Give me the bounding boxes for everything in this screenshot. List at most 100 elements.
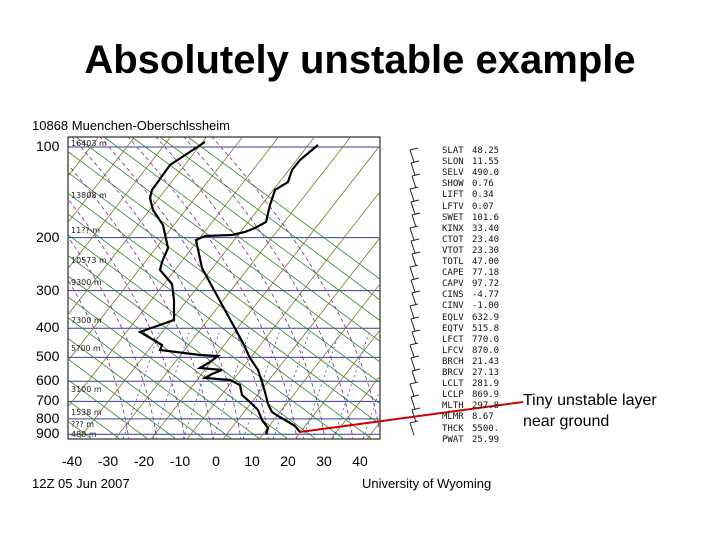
index-row: CINS -4.77 bbox=[442, 290, 499, 300]
index-key: LFTV bbox=[442, 201, 464, 212]
index-key: CTOT bbox=[442, 234, 464, 245]
annotation-line-2: near ground bbox=[523, 413, 610, 430]
wind-barb bbox=[411, 175, 417, 189]
moist-adiabat bbox=[211, 137, 380, 437]
pressure-label: 100 bbox=[36, 138, 60, 154]
temperature-profile bbox=[194, 144, 319, 433]
index-value: 297.8 bbox=[472, 401, 500, 412]
wind-barb bbox=[411, 329, 421, 333]
index-value: 33.40 bbox=[472, 223, 500, 234]
isotherm bbox=[68, 137, 135, 224]
wind-barb bbox=[409, 305, 415, 319]
index-row: VTOT 23.30 bbox=[442, 246, 499, 256]
dry-adiabat bbox=[68, 151, 380, 384]
index-row: BRCH 21.43 bbox=[442, 357, 499, 367]
index-value: 0.76 bbox=[472, 179, 494, 190]
wind-barb bbox=[409, 264, 419, 268]
isotherm bbox=[258, 283, 380, 439]
index-row: PWAT 25.99 bbox=[442, 435, 499, 445]
dry-adiabat bbox=[68, 172, 380, 405]
wind-barb bbox=[409, 149, 415, 163]
dry-adiabat bbox=[187, 137, 380, 280]
mixing-ratio-line bbox=[302, 329, 341, 439]
pressure-label: 800 bbox=[36, 409, 60, 426]
mixing-ratio-line bbox=[122, 329, 161, 439]
isotherm bbox=[294, 329, 380, 439]
index-key: SLAT bbox=[442, 146, 464, 156]
wind-barb bbox=[409, 422, 415, 436]
dry-adiabat bbox=[68, 337, 205, 439]
dry-adiabat bbox=[159, 137, 380, 301]
wind-barb bbox=[409, 303, 419, 307]
pressure-label: 900 bbox=[36, 425, 60, 442]
wind-barb bbox=[411, 331, 417, 345]
index-key: LCLT bbox=[442, 379, 464, 390]
index-key: LFCT bbox=[442, 334, 464, 345]
wind-barb bbox=[410, 355, 420, 359]
slide-title: Absolutely unstable example bbox=[84, 38, 636, 82]
index-value: 101.6 bbox=[472, 212, 500, 223]
index-key: EQTV bbox=[442, 323, 464, 334]
index-key: LCLP bbox=[442, 390, 464, 401]
wind-barb bbox=[410, 201, 416, 215]
temperature-label: 0 bbox=[212, 453, 220, 469]
mixing-ratio-line bbox=[242, 329, 281, 439]
wind-barb bbox=[410, 357, 416, 371]
index-key: CAPE bbox=[442, 268, 464, 279]
index-value: 515.8 bbox=[472, 323, 500, 334]
index-value: 23.40 bbox=[472, 234, 500, 245]
index-value: 97.72 bbox=[472, 279, 500, 290]
index-value: 281.9 bbox=[472, 379, 500, 390]
moist-adiabat bbox=[68, 164, 214, 439]
index-key: LFCV bbox=[442, 345, 464, 356]
index-row: SELV 490.0 bbox=[442, 168, 499, 178]
mixing-ratio-line bbox=[212, 329, 251, 439]
wind-barb bbox=[411, 214, 417, 228]
index-row: LFCV 870.0 bbox=[442, 346, 499, 356]
wind-barb bbox=[410, 316, 420, 320]
index-key: TOTL bbox=[442, 257, 464, 267]
index-value: 0.34 bbox=[472, 190, 494, 201]
index-row: LFCT 770.0 bbox=[442, 335, 499, 345]
isotherm bbox=[222, 237, 380, 439]
wind-barb bbox=[411, 368, 421, 372]
sounding-date: 12Z 05 Jun 2007 bbox=[32, 476, 130, 491]
dry-adiabat bbox=[103, 137, 380, 342]
temperature-label: 20 bbox=[280, 453, 296, 469]
mixing-ratio-line bbox=[152, 329, 191, 439]
wind-barb bbox=[409, 225, 419, 229]
index-row: BRCV 27.13 bbox=[442, 368, 499, 378]
index-value: 870.0 bbox=[472, 345, 500, 356]
index-row: SWET 101.6 bbox=[442, 213, 499, 223]
index-row: CAPE 77.18 bbox=[442, 268, 499, 278]
wind-barb bbox=[410, 199, 420, 203]
dry-adiabat bbox=[68, 317, 233, 439]
wind-barb bbox=[409, 266, 415, 280]
pressure-label: 200 bbox=[36, 228, 60, 245]
sounding-profiles bbox=[137, 141, 319, 435]
index-key: BRCH bbox=[442, 356, 464, 367]
index-row: MLTH 297.8 bbox=[442, 401, 499, 411]
index-value: 869.9 bbox=[472, 390, 500, 401]
wind-barb bbox=[410, 279, 416, 293]
temperature-label: -30 bbox=[97, 453, 119, 469]
wind-barb bbox=[409, 188, 415, 202]
wind-barb bbox=[409, 227, 415, 241]
index-value: 11.55 bbox=[472, 157, 500, 168]
data-source: University of Wyoming bbox=[362, 476, 492, 491]
index-value: 632.9 bbox=[472, 312, 500, 323]
index-key: SWET bbox=[442, 212, 464, 223]
index-key: BRCV bbox=[442, 368, 464, 378]
index-row: SLON 11.55 bbox=[442, 157, 499, 167]
index-row: KINX 33.40 bbox=[442, 224, 499, 234]
wind-barb bbox=[411, 292, 417, 306]
isotherm bbox=[68, 137, 207, 316]
index-key: THCK bbox=[442, 423, 464, 434]
temperature-label: 40 bbox=[352, 453, 368, 469]
wind-barb bbox=[410, 318, 416, 332]
index-key: SLON bbox=[442, 157, 464, 168]
dry-adiabat bbox=[68, 275, 289, 439]
index-key: KINX bbox=[442, 223, 464, 234]
index-row: TOTL 47.00 bbox=[442, 257, 499, 267]
index-row: LCLP 869.9 bbox=[442, 390, 499, 400]
